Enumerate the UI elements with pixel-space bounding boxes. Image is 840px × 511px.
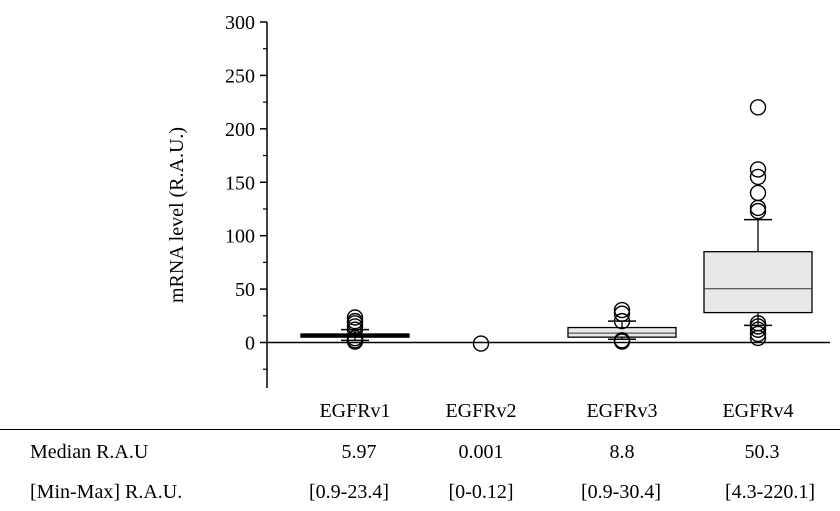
- minmax-value-egfrv2: [0-0.12]: [448, 481, 514, 503]
- outlier-point: [472, 335, 490, 352]
- axes: 0 50 100 150 200 250 300 EGFRv1 EGFRv2 EGFRv3 EGFR…: [225, 12, 830, 422]
- median-value-egfrv3: 8.8: [609, 441, 635, 463]
- outlier-point: [346, 312, 364, 330]
- outlier-point: [749, 199, 767, 217]
- box-rect: [703, 251, 813, 314]
- y-tick-label: 100: [225, 226, 255, 248]
- minmax-value-egfrv4: [4.3-220.1]: [725, 481, 815, 503]
- row-label-minmax: [Min-Max] R.A.U.: [30, 481, 183, 503]
- egfrv1-box-band: [301, 333, 409, 338]
- y-tick-label: 150: [225, 172, 255, 194]
- x-category-label: EGFRv1: [319, 400, 390, 422]
- boxes: [300, 99, 813, 352]
- outlier-point: [749, 168, 767, 186]
- y-tick-label: 300: [225, 12, 255, 34]
- outlier-point: [749, 325, 767, 343]
- x-category-label: EGFRv3: [586, 400, 657, 422]
- minmax-value-egfrv3: [0.9-30.4]: [581, 481, 661, 503]
- y-tick-label: 0: [245, 333, 255, 355]
- table-divider: [0, 429, 840, 430]
- y-tick-label: 200: [225, 119, 255, 141]
- outlier-point: [749, 315, 767, 332]
- outlier-point: [613, 332, 631, 349]
- outlier-point: [749, 202, 767, 220]
- outlier-point: [749, 99, 767, 116]
- x-category-label: EGFRv4: [722, 400, 793, 422]
- outlier-point: [346, 309, 364, 326]
- outlier-point: [613, 312, 631, 330]
- box-egfrv4: [703, 99, 813, 347]
- y-tick-label: 50: [235, 279, 255, 301]
- outlier-point: [749, 161, 767, 178]
- outlier-point: [613, 305, 631, 322]
- median-value-egfrv4: 50.3: [744, 441, 780, 463]
- box-plot: 0 50 100 150 200 250 300 EGFRv1 EGFRv2 EGFRv3 EGFR…: [166, 12, 830, 422]
- row-label-median: Median R.A.U: [30, 441, 149, 463]
- y-axis-label: mRNA level (R.A.U.): [166, 127, 188, 303]
- x-category-label: EGFRv2: [445, 400, 516, 422]
- box-egfrv2: [472, 335, 490, 352]
- median-value-egfrv2: 0.001: [458, 441, 504, 463]
- outlier-point: [613, 301, 631, 319]
- outlier-point: [749, 184, 767, 202]
- y-tick-label: 250: [225, 65, 255, 87]
- median-value-egfrv1: 5.97: [341, 441, 377, 463]
- box-egfrv3: [567, 301, 677, 350]
- minmax-value-egfrv1: [0.9-23.4]: [309, 481, 389, 503]
